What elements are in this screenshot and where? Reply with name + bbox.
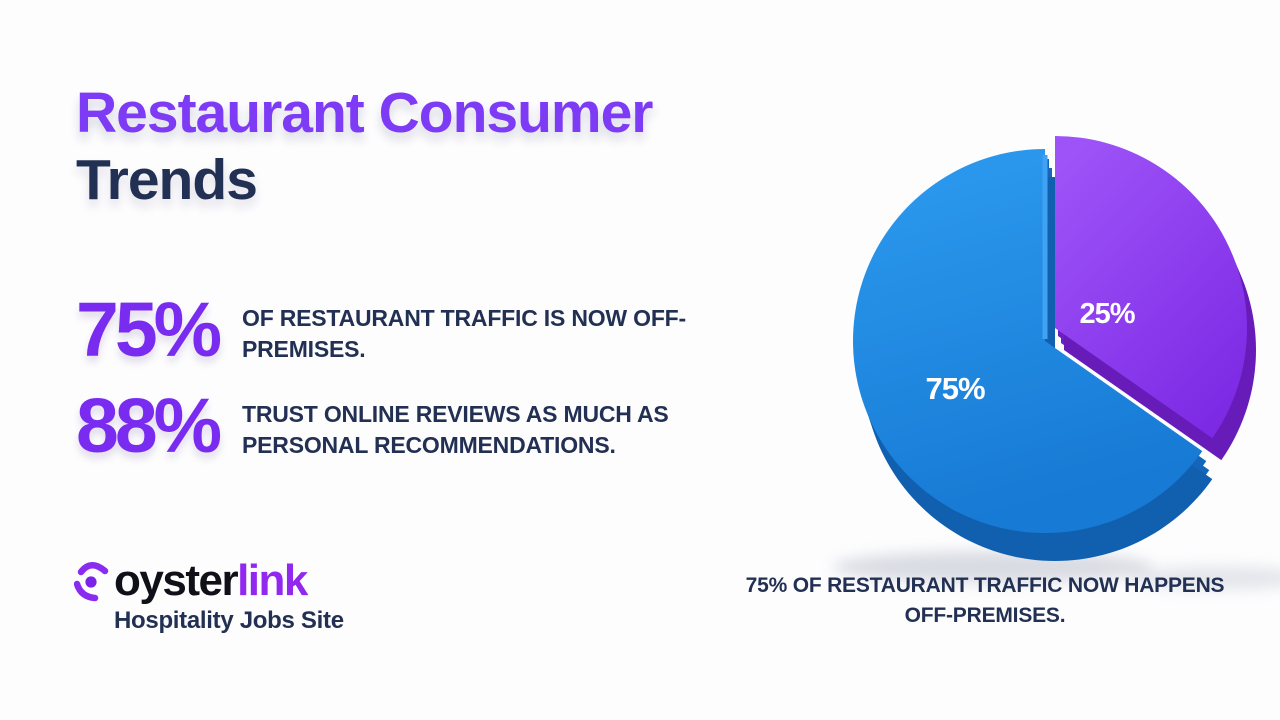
stat-row-75: 75% OF RESTAURANT TRAFFIC IS NOW OFF-PRE… <box>76 287 694 373</box>
brand-logo: oysterlink Hospitality Jobs Site <box>74 558 344 635</box>
stat-row-88: 88% TRUST ONLINE REVIEWS AS MUCH AS PERS… <box>76 383 694 469</box>
brand-logo-row: oysterlink <box>74 558 344 604</box>
pie-chart-svg: 25% 75% <box>833 136 1280 590</box>
pie-label-75: 75% <box>925 371 984 406</box>
page-title: Restaurant Consumer Trends <box>76 80 653 214</box>
oysterlink-pearl-icon <box>74 562 109 602</box>
stat-value: 88% <box>76 383 222 469</box>
chart-caption: 75% OF RESTAURANT TRAFFIC NOW HAPPENS OF… <box>745 574 1225 627</box>
stats-list: 75% OF RESTAURANT TRAFFIC IS NOW OFF-PRE… <box>76 287 694 469</box>
pie-chart: 25% 75% <box>818 101 1280 606</box>
pie-shadow-right <box>1128 566 1280 590</box>
title-line-accent: Restaurant Consumer <box>76 81 653 145</box>
pie-label-25: 25% <box>1079 298 1135 330</box>
title-line-dark: Trends <box>76 148 258 212</box>
brand-part-link: link <box>237 556 308 605</box>
brand-part-oyster: oyster <box>114 556 239 605</box>
stat-value: 75% <box>76 287 222 373</box>
brand-tagline: Hospitality Jobs Site <box>114 607 344 634</box>
stat-description: TRUST ONLINE REVIEWS AS MUCH AS PERSONAL… <box>242 401 669 458</box>
stat-description: OF RESTAURANT TRAFFIC IS NOW OFF-PREMISE… <box>242 305 686 362</box>
brand-wordmark: oysterlink <box>114 556 308 605</box>
